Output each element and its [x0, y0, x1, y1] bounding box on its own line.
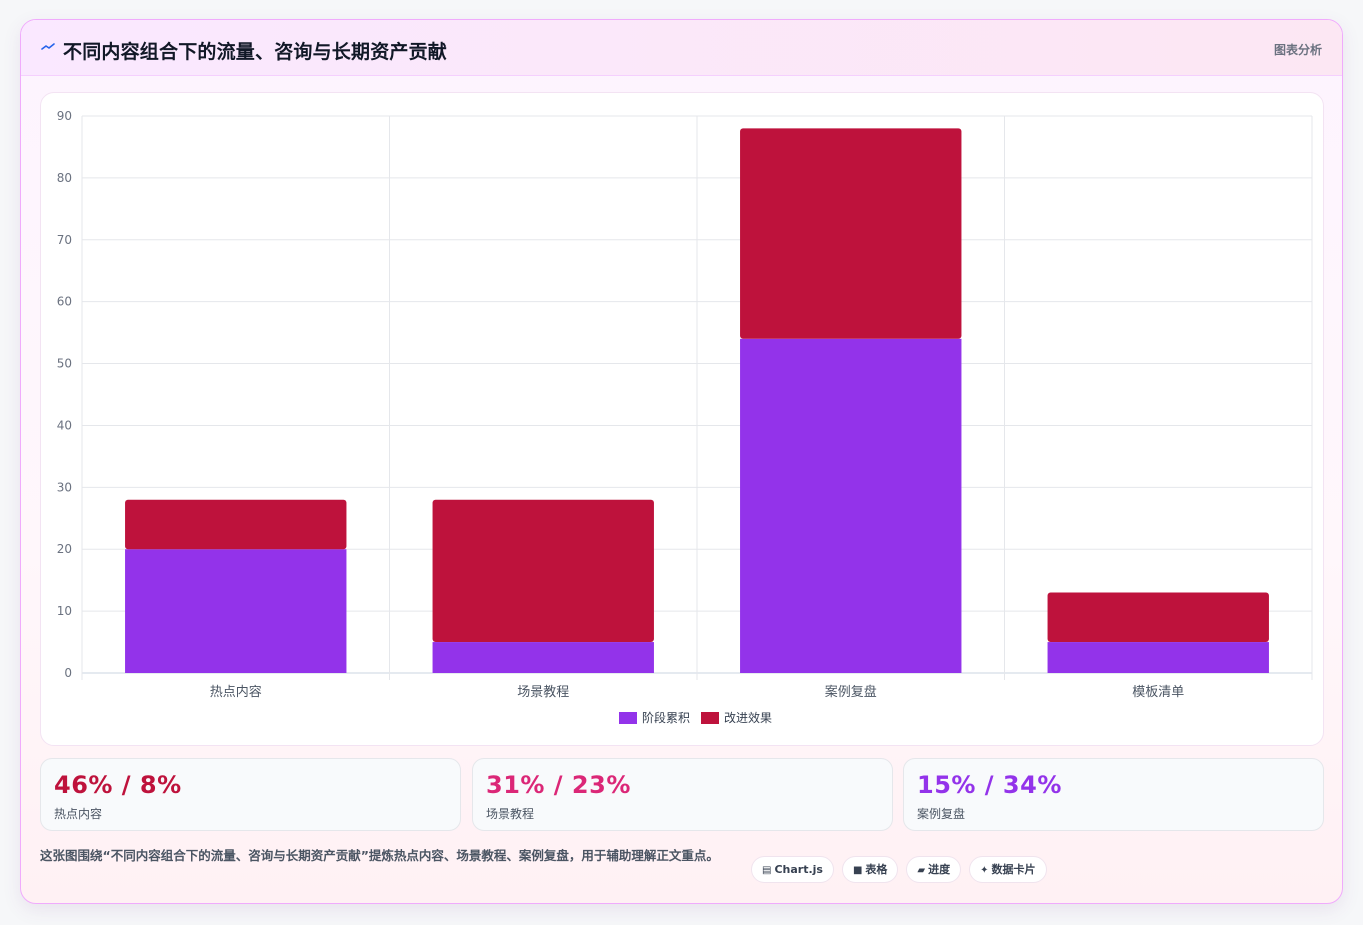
y-tick-label: 10 [57, 604, 72, 618]
chart-card: 不同内容组合下的流量、咨询与长期资产贡献 图表分析 0 10 20 30 40 50 60 7… [20, 19, 1343, 904]
stat-cards: 46% / 8% 热点内容 31% / 23% 场景教程 15% / 34% 案… [40, 758, 1324, 831]
chip-table[interactable]: ■ 表格 [841, 856, 899, 883]
page-title: 不同内容组合下的流量、咨询与长期资产贡献 [63, 41, 448, 63]
x-tick-label: 案例复盘 [825, 684, 877, 700]
legend-swatch [701, 712, 719, 724]
chart-description: 这张图围绕“不同内容组合下的流量、咨询与长期资产贡献”提炼热点内容、场景教程、案… [40, 848, 719, 863]
progress-icon: ▰ [917, 865, 926, 876]
y-tick-label: 80 [57, 171, 72, 185]
y-tick-label: 50 [57, 357, 72, 371]
chart-icon: ▤ [762, 865, 772, 876]
x-tick-label: 场景教程 [517, 684, 569, 700]
stat-card: 46% / 8% 热点内容 [40, 758, 461, 831]
chip-progress[interactable]: ▰ 进度 [906, 856, 962, 883]
stat-card: 31% / 23% 场景教程 [472, 758, 893, 831]
bar-segment [125, 549, 347, 673]
bar-segment [740, 338, 962, 673]
bar-segment [432, 499, 654, 643]
y-tick-label: 70 [57, 233, 72, 247]
y-tick-label: 90 [57, 109, 72, 123]
stat-value: 31% / 23% [486, 771, 631, 799]
header-tag[interactable]: 图表分析 [1273, 43, 1322, 57]
x-tick-label: 模板清单 [1132, 685, 1184, 700]
bar-segment [1047, 642, 1269, 673]
table-icon: ■ [852, 865, 863, 876]
stat-card: 15% / 34% 案例复盘 [903, 758, 1324, 831]
legend-label: 阶段累积 [642, 710, 690, 725]
y-tick-label: 0 [64, 666, 72, 680]
bar-segment [125, 499, 347, 550]
chart-area: 0 10 20 30 40 50 60 70 80 90 热点内容 场景教程 案例复盘 模板清单阶段累积 改… [40, 92, 1324, 746]
y-tick-label: 60 [57, 295, 72, 309]
y-tick-label: 40 [57, 418, 72, 432]
stat-label: 案例复盘 [917, 807, 966, 821]
stat-label: 场景教程 [486, 807, 535, 821]
y-tick-label: 30 [57, 480, 72, 494]
legend-label: 改进效果 [724, 710, 772, 725]
sparkle-icon: ✦ [980, 865, 989, 876]
bar-segment [740, 128, 962, 339]
tech-chips: ▤ Chart.js ■ 表格 ▰ 进度 ✦ 数据卡片 [751, 856, 1055, 886]
sparkline-icon [41, 43, 55, 50]
stat-value: 15% / 34% [917, 771, 1062, 799]
y-tick-label: 20 [57, 542, 72, 556]
stat-label: 热点内容 [54, 807, 103, 821]
x-tick-label: 热点内容 [210, 684, 262, 700]
legend-swatch [619, 712, 637, 724]
bar-segment [432, 642, 654, 673]
bar-segment [1047, 592, 1269, 643]
chip-data-cards[interactable]: ✦ 数据卡片 [969, 856, 1047, 883]
stat-value: 46% / 8% [54, 771, 182, 799]
card-header: 不同内容组合下的流量、咨询与长期资产贡献 图表分析 [21, 20, 1342, 76]
chip-chartjs[interactable]: ▤ Chart.js [751, 856, 834, 883]
